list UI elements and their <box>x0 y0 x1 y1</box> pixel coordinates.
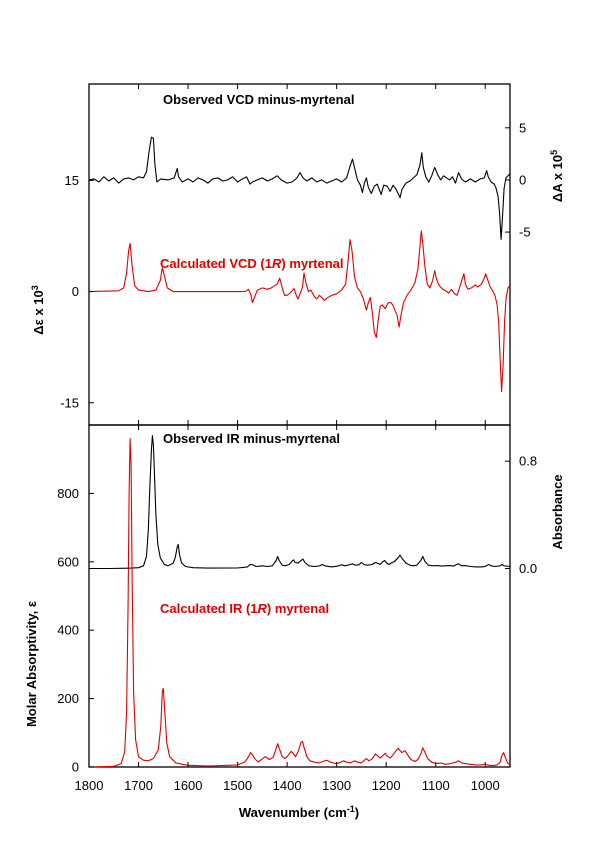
vcd-series-1-line <box>88 230 511 393</box>
x-tick-label: 1700 <box>124 778 153 793</box>
ir-left-tick-label: 400 <box>57 623 79 638</box>
x-tick-label: 1600 <box>174 778 203 793</box>
x-tick-label: 1100 <box>422 778 450 793</box>
ir-left-tick-label: 0 <box>72 760 79 775</box>
vcd-left-axis-label: Δε x 103 <box>30 285 46 334</box>
x-tick-label: 1000 <box>471 778 500 793</box>
ir-left-tick-label: 800 <box>57 486 79 501</box>
vcd-right-axis-label: ΔA x 105 <box>549 150 565 202</box>
ir-right-tick-label: 0.8 <box>519 454 537 469</box>
ir-calculated-title: Calculated IR (1R) myrtenal <box>160 601 329 616</box>
ir-left-axis-label: Molar Absorptivity, ε <box>24 601 39 727</box>
x-tick-label: 1400 <box>273 778 302 793</box>
vcd-observed-title: Observed VCD minus-myrtenal <box>163 92 354 107</box>
x-tick-label: 1500 <box>223 778 252 793</box>
vcd-calculated-title: Calculated VCD (1R) myrtenal <box>160 256 344 271</box>
x-tick-label: 1200 <box>372 778 401 793</box>
ir-right-axis-label: Absorbance <box>550 474 565 549</box>
vcd-left-tick-label: 15 <box>65 173 79 188</box>
vcd-right-tick-label: 5 <box>519 120 526 135</box>
x-axis-label: Wavenumber (cm-1) <box>239 804 359 820</box>
ir-right-tick-label: 0.0 <box>519 561 537 576</box>
ir-observed-title: Observed IR minus-myrtenal <box>163 431 340 446</box>
ir-series-1-line <box>88 438 511 768</box>
ir-series-0-line <box>89 435 511 570</box>
vcd-series-0-line <box>88 136 511 240</box>
ir-left-tick-label: 200 <box>57 691 79 706</box>
vcd-right-tick-label: 0 <box>519 172 526 187</box>
x-tick-label: 1800 <box>75 778 104 793</box>
vcd-left-tick-label: -15 <box>60 395 79 410</box>
vcd-left-tick-label: 0 <box>72 284 79 299</box>
ir-left-tick-label: 600 <box>57 554 79 569</box>
ir-panel-frame <box>88 424 511 768</box>
vcd-panel-frame <box>88 83 511 426</box>
vcd-right-tick-label: -5 <box>519 225 531 240</box>
x-tick-label: 1300 <box>322 778 351 793</box>
